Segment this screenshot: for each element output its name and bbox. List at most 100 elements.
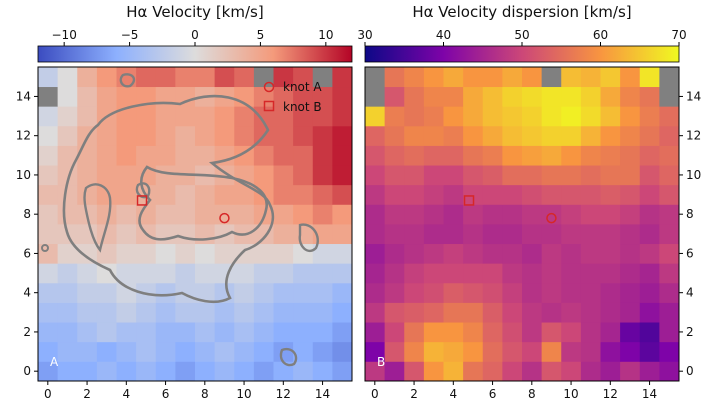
- heatmap-cell: [155, 67, 176, 88]
- dispersion-axes-frame: [364, 66, 680, 382]
- heatmap-cell: [293, 302, 314, 323]
- heatmap-cell: [580, 302, 601, 323]
- heatmap-cell: [600, 204, 621, 225]
- heatmap-cell: [482, 282, 503, 303]
- heatmap-cell: [541, 165, 562, 186]
- heatmap-cell: [600, 145, 621, 166]
- heatmap-cell: [312, 302, 333, 323]
- heatmap-cell: [600, 322, 621, 343]
- heatmap-cell: [136, 341, 157, 362]
- y-tick-label: 2: [23, 325, 31, 339]
- heatmap-cell: [600, 106, 621, 127]
- heatmap-cell: [136, 263, 157, 284]
- heatmap-cell: [96, 145, 117, 166]
- heatmap-cell: [502, 67, 523, 88]
- heatmap-cell: [404, 224, 425, 245]
- heatmap-cell: [312, 106, 333, 127]
- heatmap-cell: [639, 67, 660, 88]
- heatmap-cell: [77, 322, 98, 343]
- heatmap-cell: [253, 282, 274, 303]
- heatmap-cell: [175, 86, 196, 107]
- heatmap-cell: [195, 224, 216, 245]
- heatmap-cell: [522, 204, 543, 225]
- heatmap-cell: [195, 184, 216, 205]
- heatmap-cell: [620, 184, 641, 205]
- heatmap-cell: [443, 204, 464, 225]
- heatmap-cell: [214, 341, 235, 362]
- heatmap-cell: [234, 204, 255, 225]
- heatmap-cell: [580, 224, 601, 245]
- colorbar-tick-label: −10: [52, 28, 77, 42]
- heatmap-cell: [620, 145, 641, 166]
- heatmap-cell: [463, 184, 484, 205]
- heatmap-cell: [155, 145, 176, 166]
- heatmap-cell: [443, 125, 464, 146]
- heatmap-cell: [423, 263, 444, 284]
- heatmap-cell: [482, 361, 503, 382]
- heatmap-cell: [463, 302, 484, 323]
- heatmap-cell: [443, 224, 464, 245]
- velocity-knot-markers: [136, 195, 230, 224]
- heatmap-cell: [639, 86, 660, 107]
- heatmap-cell: [155, 341, 176, 362]
- legend-label-knot-a: knot A: [283, 80, 322, 94]
- heatmap-cell: [273, 86, 294, 107]
- heatmap-cell: [463, 145, 484, 166]
- heatmap-cell: [214, 106, 235, 127]
- heatmap-cell: [463, 165, 484, 186]
- heatmap-cell: [404, 243, 425, 264]
- heatmap-cell: [541, 106, 562, 127]
- x-tick-label: 4: [122, 387, 130, 401]
- heatmap-cell: [96, 302, 117, 323]
- heatmap-cell: [659, 341, 680, 362]
- heatmap-cell: [541, 67, 562, 88]
- heatmap-cell: [580, 204, 601, 225]
- colorbar-tick-label: 10: [318, 28, 333, 42]
- heatmap-cell: [332, 302, 353, 323]
- heatmap-cell: [195, 243, 216, 264]
- heatmap-cell: [312, 322, 333, 343]
- heatmap-cell: [57, 145, 78, 166]
- knot-marker: [463, 195, 475, 206]
- heatmap-cell: [600, 243, 621, 264]
- heatmap-cell: [659, 184, 680, 205]
- heatmap-cell: [600, 302, 621, 323]
- heatmap-cell: [77, 282, 98, 303]
- heatmap-cell: [659, 145, 680, 166]
- heatmap-cell: [96, 341, 117, 362]
- colorbar-tick-label: 0: [191, 28, 199, 42]
- heatmap-cell: [77, 263, 98, 284]
- heatmap-cell: [639, 282, 660, 303]
- x-tick-label: 4: [449, 387, 457, 401]
- heatmap-cell: [580, 282, 601, 303]
- heatmap-cell: [155, 282, 176, 303]
- contour-right-A: [298, 223, 319, 253]
- velocity-axis-ticks: 0 2 4 6 8 10 12 14 0 2 4 6 8 10 12 14: [16, 89, 330, 401]
- heatmap-cell: [155, 125, 176, 146]
- heatmap-cell: [253, 165, 274, 186]
- heatmap-cell: [639, 184, 660, 205]
- contour-bottom-A: [279, 347, 298, 367]
- heatmap-cell: [482, 243, 503, 264]
- heatmap-cell: [136, 361, 157, 382]
- heatmap-cell: [96, 263, 117, 284]
- heatmap-cell: [600, 224, 621, 245]
- heatmap-cell: [502, 341, 523, 362]
- x-tick-label: 12: [603, 387, 618, 401]
- heatmap-cell: [273, 125, 294, 146]
- heatmap-cell: [214, 184, 235, 205]
- heatmap-cell: [38, 125, 59, 146]
- heatmap-cell: [214, 224, 235, 245]
- legend: knot A knot B: [263, 80, 322, 114]
- heatmap-cell: [659, 322, 680, 343]
- heatmap-cell: [600, 361, 621, 382]
- heatmap-cell: [423, 165, 444, 186]
- y-tick-label: 0: [23, 364, 31, 378]
- heatmap-cell: [561, 243, 582, 264]
- heatmap-cell: [136, 302, 157, 323]
- heatmap-cell: [482, 204, 503, 225]
- heatmap-cell: [384, 224, 405, 245]
- heatmap-cell: [38, 145, 59, 166]
- heatmap-cell: [404, 361, 425, 382]
- heatmap-cell: [195, 341, 216, 362]
